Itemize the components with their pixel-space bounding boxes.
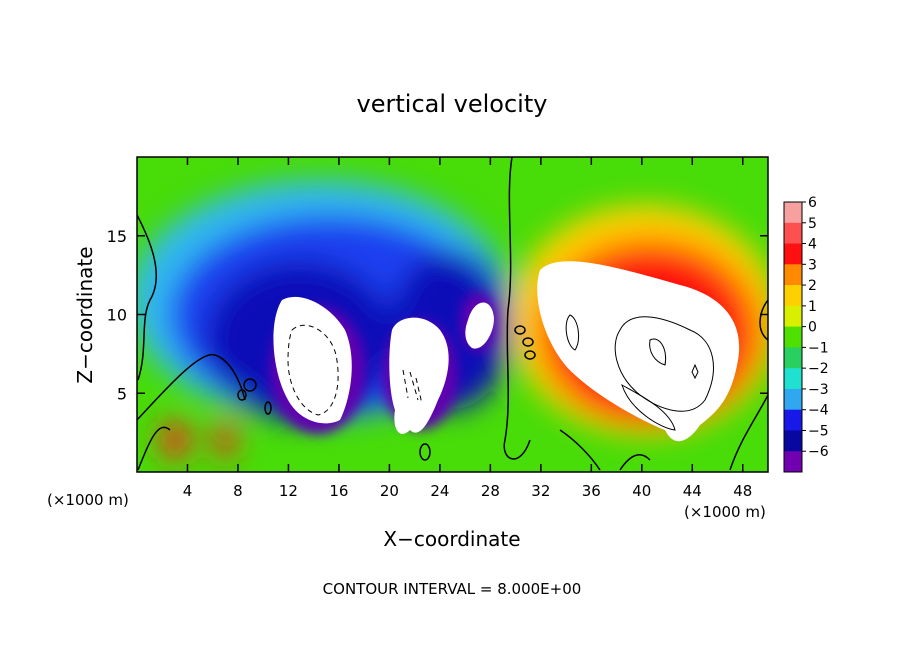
colorbar-swatch <box>784 409 802 431</box>
x-unit-left: (×1000 m) <box>47 491 129 509</box>
x-tick-label: 40 <box>632 482 651 500</box>
y-tick-label: 5 <box>117 384 127 403</box>
colorbar-swatch <box>784 222 802 245</box>
colorbar: 6 5 4 3 2 1 0 −1 −2 −3 −4 −5 −6 <box>783 195 829 473</box>
y-tick-label: 10 <box>107 306 127 325</box>
colorbar-swatch <box>784 430 802 452</box>
x-tick-label: 36 <box>582 482 601 500</box>
colorbar-label: 3 <box>808 257 817 273</box>
x-tick-label: 12 <box>279 482 298 500</box>
x-tick-label: 8 <box>233 482 243 500</box>
x-tick-label: 20 <box>380 482 399 500</box>
downdraft-core-2 <box>389 317 449 434</box>
colorbar-label: −6 <box>808 444 829 460</box>
colorbar-swatch <box>784 243 802 265</box>
x-axis: 4 8 12 16 20 24 28 32 36 40 44 48 <box>183 157 752 500</box>
colorbar-swatch <box>784 347 802 369</box>
colorbar-swatch <box>784 264 802 286</box>
colorbar-swatch <box>784 388 802 411</box>
colorbar-swatch <box>784 451 802 473</box>
colorbar-label: −5 <box>808 423 829 439</box>
x-tick-label: 48 <box>733 482 752 500</box>
colorbar-swatch <box>784 202 802 224</box>
colorbar-label: 2 <box>808 278 817 294</box>
colorbar-label: 1 <box>808 299 817 315</box>
x-tick-label: 24 <box>430 482 449 500</box>
y-axis-label: Z−coordinate <box>73 246 97 383</box>
plot-area <box>137 157 768 472</box>
updraft-contours <box>565 314 714 431</box>
colorbar-label: −3 <box>808 382 829 398</box>
colorbar-swatch <box>784 326 802 348</box>
colorbar-swatch <box>784 368 802 390</box>
x-tick-label: 44 <box>683 482 702 500</box>
contour-lines <box>137 157 768 471</box>
updraft-core <box>537 261 740 442</box>
colorbar-label: −4 <box>808 403 829 419</box>
colorbar-swatch <box>784 285 802 307</box>
colorbar-swatch <box>784 305 802 328</box>
x-tick-label: 16 <box>329 482 348 500</box>
x-tick-label: 4 <box>183 482 193 500</box>
x-unit-right: (×1000 m) <box>684 503 766 521</box>
y-tick-label: 15 <box>107 227 127 246</box>
colorbar-label: 5 <box>808 216 817 232</box>
downdraft-contours <box>287 324 423 416</box>
chart-title: vertical velocity <box>357 90 548 118</box>
colorbar-label: −1 <box>808 340 829 356</box>
colorbar-label: 4 <box>808 237 817 253</box>
contour-interval: CONTOUR INTERVAL = 8.000E+00 <box>323 580 582 598</box>
colorbar-label: 0 <box>808 320 817 336</box>
colorbar-label: 6 <box>808 195 817 211</box>
x-tick-label: 32 <box>531 482 550 500</box>
downdraft-core-3 <box>465 302 494 349</box>
colorbar-label: −2 <box>808 361 829 377</box>
y-axis: 5 10 15 <box>107 227 768 403</box>
colorbar-frame <box>783 201 803 473</box>
x-axis-label: X−coordinate <box>383 527 520 551</box>
x-tick-label: 28 <box>481 482 500 500</box>
